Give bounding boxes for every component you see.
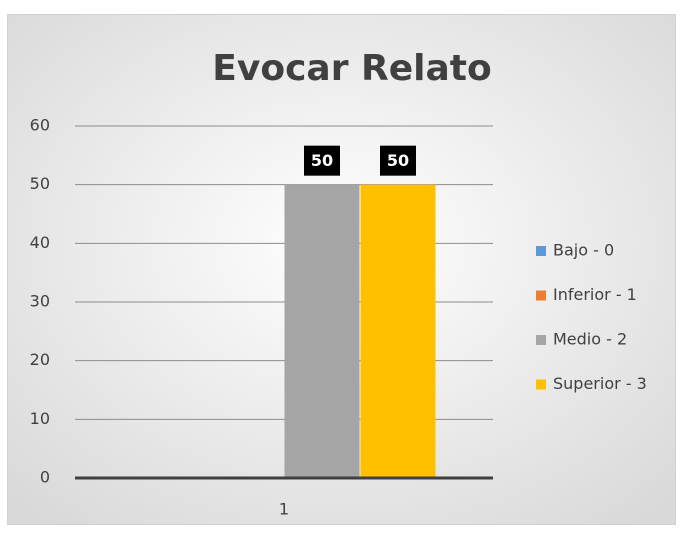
y-tick-label: 10	[30, 409, 50, 428]
legend-swatch	[536, 290, 546, 301]
x-tick-label: 1	[279, 500, 289, 519]
data-label-box	[304, 145, 340, 176]
chart-title: Evocar Relato	[212, 48, 491, 89]
data-label: 50	[387, 151, 409, 170]
y-tick-label: 20	[30, 350, 50, 369]
legend-label: Superior - 3	[553, 374, 647, 393]
legend-label: Medio - 2	[553, 330, 627, 349]
legend-swatch	[536, 379, 546, 390]
y-tick-label: 60	[30, 116, 50, 135]
y-tick-label: 40	[30, 233, 50, 252]
y-tick-label: 30	[30, 292, 50, 311]
y-tick-label: 0	[40, 468, 50, 487]
y-tick-label: 50	[30, 174, 50, 193]
legend-swatch	[536, 246, 546, 256]
bar	[360, 184, 436, 478]
bar	[284, 184, 360, 478]
data-label-box	[380, 145, 416, 176]
legend-label: Bajo - 0	[553, 241, 614, 260]
data-label: 50	[311, 151, 333, 170]
legend-swatch	[536, 335, 546, 345]
legend-label: Inferior - 1	[553, 285, 637, 304]
